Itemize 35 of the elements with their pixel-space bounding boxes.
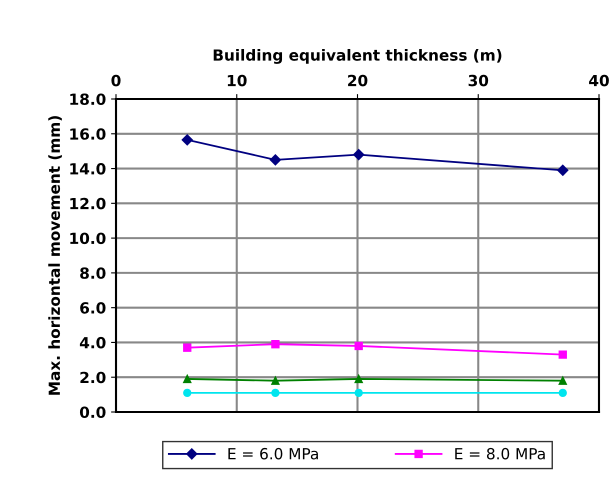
y-tick-label: 4.0 [80, 336, 106, 348]
x-tick-label: 40 [589, 74, 609, 86]
x-tick-label: 0 [111, 74, 121, 86]
point [558, 388, 567, 398]
y-tick-label: 6.0 [80, 302, 106, 314]
y-tick-label: 8.0 [80, 267, 106, 279]
point [557, 164, 568, 176]
x-tick-label: 10 [228, 74, 247, 86]
point [182, 134, 193, 146]
y-tick-label: 0.0 [80, 406, 106, 418]
point [354, 374, 363, 384]
x-axis-title: Building equivalent thickness (m) [214, 48, 502, 64]
y-tick-label: 16.0 [70, 128, 106, 140]
point [271, 340, 280, 348]
x-tick-label: 20 [348, 74, 368, 86]
point [558, 350, 567, 359]
point [271, 388, 280, 398]
y-tick-label: 18.0 [70, 93, 106, 106]
point [558, 376, 567, 385]
x-tick-label: 30 [468, 74, 488, 86]
point [271, 376, 280, 385]
point [354, 388, 363, 398]
point [353, 149, 364, 160]
y-tick-label: 10.0 [70, 232, 106, 244]
point [183, 343, 192, 352]
y-tick-label: 14.0 [70, 163, 106, 175]
y-axis-title: Max. horizontal movement (mm) [48, 116, 62, 395]
y-tick-label: 2.0 [80, 372, 106, 384]
point [270, 154, 281, 166]
legend-label: E = 6.0 MPa [228, 448, 318, 460]
legend-label: E = 8.0 MPa [455, 448, 545, 460]
y-tick-label: 12.0 [70, 198, 106, 210]
point [183, 388, 192, 398]
point [354, 342, 363, 350]
point [183, 374, 192, 384]
